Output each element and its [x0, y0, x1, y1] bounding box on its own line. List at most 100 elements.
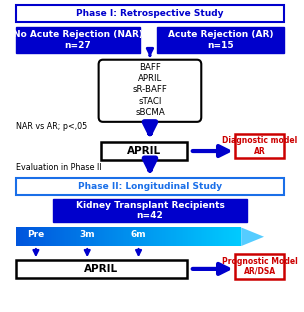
Text: Acute Rejection (AR)
n=15: Acute Rejection (AR) n=15 — [168, 30, 273, 50]
Bar — [51, 227, 52, 246]
Bar — [151, 227, 153, 246]
Bar — [180, 227, 182, 246]
Bar — [206, 227, 208, 246]
Bar — [157, 27, 284, 52]
Bar — [228, 227, 229, 246]
Bar — [196, 227, 198, 246]
Bar — [150, 227, 151, 246]
Bar — [108, 227, 110, 246]
Bar — [153, 227, 155, 246]
Bar — [27, 227, 29, 246]
Bar — [187, 227, 188, 246]
Bar — [59, 227, 60, 246]
Bar — [189, 227, 191, 246]
Bar — [52, 227, 54, 246]
Bar — [201, 227, 202, 246]
Bar — [86, 227, 87, 246]
Bar — [159, 227, 161, 246]
Bar — [160, 227, 161, 246]
Bar — [157, 227, 158, 246]
Bar — [39, 227, 40, 246]
Bar — [22, 227, 23, 246]
Bar — [147, 227, 148, 246]
Bar — [158, 227, 159, 246]
Bar — [82, 227, 84, 246]
Bar — [130, 227, 131, 246]
Bar — [233, 227, 235, 246]
Bar — [61, 227, 62, 246]
Bar — [37, 227, 39, 246]
Text: sR-BAFF: sR-BAFF — [133, 85, 168, 94]
Bar — [231, 227, 233, 246]
Bar — [125, 227, 126, 246]
Bar — [65, 227, 67, 246]
Bar — [161, 227, 163, 246]
Text: Phase II: Longitudinal Study: Phase II: Longitudinal Study — [78, 183, 222, 191]
Bar — [219, 227, 220, 246]
Bar — [184, 227, 185, 246]
Text: No Acute Rejection (NAR)
n=27: No Acute Rejection (NAR) n=27 — [13, 30, 143, 50]
Bar — [78, 227, 79, 246]
Bar — [136, 227, 138, 246]
Bar — [60, 227, 61, 246]
Bar — [116, 227, 118, 246]
Bar — [112, 227, 113, 246]
Bar — [232, 227, 233, 246]
Bar — [226, 227, 228, 246]
Bar — [42, 227, 43, 246]
Bar — [49, 227, 50, 246]
Bar — [142, 227, 143, 246]
Bar — [191, 227, 192, 246]
Bar — [106, 227, 107, 246]
Polygon shape — [241, 227, 264, 246]
Text: Prognostic Model
AR/DSA: Prognostic Model AR/DSA — [222, 256, 298, 276]
Bar — [94, 227, 95, 246]
Bar — [166, 227, 167, 246]
Bar — [71, 227, 73, 246]
Bar — [213, 227, 214, 246]
Bar — [145, 227, 147, 246]
Bar — [32, 227, 33, 246]
Bar — [209, 227, 210, 246]
Bar — [236, 254, 284, 279]
Bar — [16, 260, 187, 278]
Bar — [40, 227, 41, 246]
Bar — [74, 227, 76, 246]
Bar — [148, 227, 149, 246]
Bar — [54, 227, 56, 246]
Bar — [67, 227, 68, 246]
Text: 6m: 6m — [131, 230, 146, 239]
Bar — [194, 227, 195, 246]
Bar — [202, 227, 203, 246]
Bar — [102, 142, 187, 160]
Bar — [100, 227, 102, 246]
Bar — [19, 227, 21, 246]
Bar — [139, 227, 140, 246]
Bar — [16, 5, 284, 22]
Bar — [170, 227, 172, 246]
Bar — [124, 227, 126, 246]
Bar — [221, 227, 222, 246]
Bar — [144, 227, 146, 246]
Bar — [164, 227, 166, 246]
Bar — [239, 227, 240, 246]
Bar — [119, 227, 121, 246]
Bar — [164, 227, 165, 246]
Bar — [35, 227, 36, 246]
Bar — [121, 227, 122, 246]
Bar — [162, 227, 164, 246]
Bar — [25, 227, 26, 246]
Bar — [31, 227, 32, 246]
Bar — [197, 227, 199, 246]
Bar — [104, 227, 105, 246]
Bar — [68, 227, 69, 246]
Bar — [26, 227, 27, 246]
Bar — [143, 227, 145, 246]
Bar — [85, 227, 86, 246]
Bar — [181, 227, 183, 246]
Bar — [58, 227, 59, 246]
Bar — [132, 227, 133, 246]
Bar — [69, 227, 70, 246]
Bar — [183, 227, 184, 246]
Bar — [55, 227, 57, 246]
